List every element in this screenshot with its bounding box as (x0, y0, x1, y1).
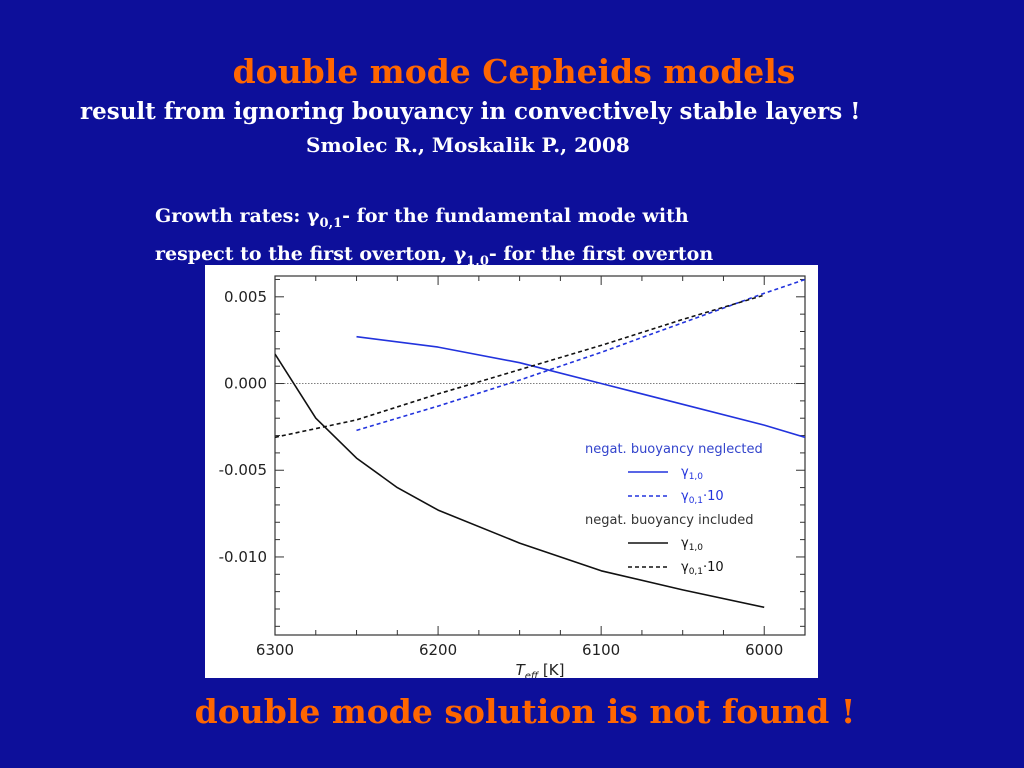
chart-figure: 6300 6200 6100 6000 0.005 0.000 -0.005 -0.010 Te… (205, 265, 818, 678)
y-tick-label: 0.005 (224, 288, 267, 306)
slide-subtitle: result from ignoring bouyancy in convect… (80, 98, 861, 125)
x-tick-label: 6000 (745, 641, 783, 659)
x-tick-label: 6300 (256, 641, 294, 659)
legend-label: γ1,0 (681, 465, 703, 482)
y-tick-label: -0.005 (219, 461, 267, 479)
gamma-01-symbol: γ (306, 205, 320, 227)
series-line-neglected-gamma10 (356, 335, 805, 439)
y-tick-label: 0.000 (224, 375, 267, 393)
figure-caption: Growth rates: γ0,1- for the fundamental … (155, 201, 875, 277)
series-line-included-gamma01 (275, 294, 765, 439)
citation: Smolec R., Moskalik P., 2008 (306, 133, 630, 157)
caption-mid: - for the fundamental mode with (342, 205, 689, 227)
series-line-included-gamma10 (275, 353, 765, 609)
caption-prefix: Growth rates: (155, 205, 307, 227)
conclusion-text: double mode solution is not found ! (194, 692, 856, 731)
caption-line2: respect to the first overton, (155, 242, 454, 265)
x-tick-label: 6200 (419, 641, 457, 659)
legend-label: γ0,1·10 (681, 489, 724, 506)
growth-rate-chart: 6300 6200 6100 6000 0.005 0.000 -0.005 -0.010 Te… (219, 275, 806, 678)
legend-label: γ0,1·10 (681, 560, 724, 577)
gamma-10-symbol: γ (453, 242, 467, 265)
slide-title: double mode Cepheids models (232, 52, 796, 91)
series-line-neglected-gamma01 (356, 278, 805, 432)
x-tick-label: 6100 (582, 641, 620, 659)
plot-frame (274, 275, 806, 636)
legend-group-title: negat. buoyancy neglected (585, 442, 763, 457)
legend-label: γ1,0 (681, 536, 703, 553)
caption-end: - for the first overton (488, 242, 714, 265)
gamma-10-subscript: 1,0 (466, 253, 489, 269)
x-axis-label: Teff [K] (516, 661, 565, 678)
y-tick-label: -0.010 (219, 548, 267, 566)
gamma-01-subscript: 0,1 (319, 215, 343, 231)
legend-group-title: negat. buoyancy included (585, 513, 754, 528)
